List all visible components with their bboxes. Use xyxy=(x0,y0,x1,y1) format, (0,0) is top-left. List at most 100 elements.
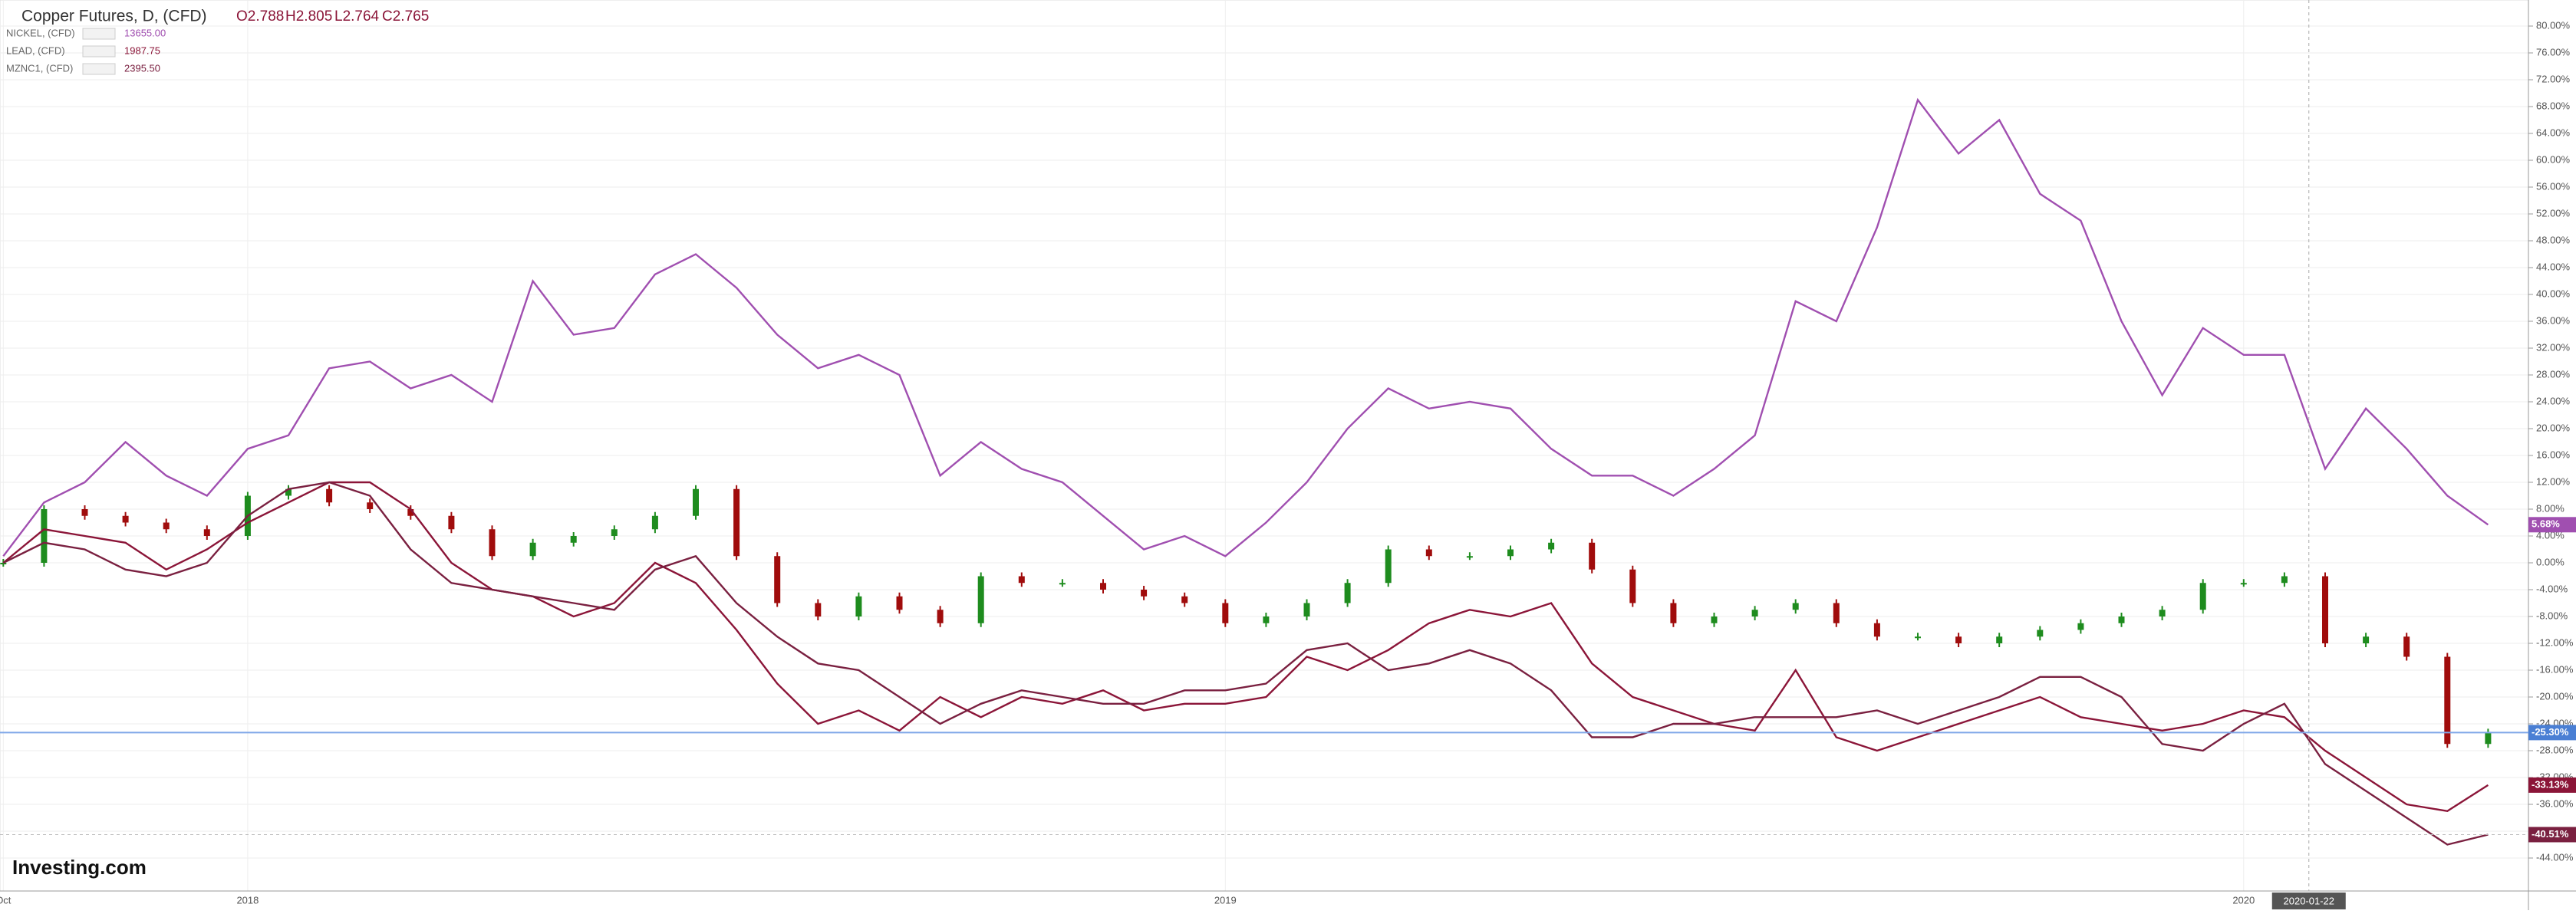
watermark: Investing.com xyxy=(12,856,147,879)
legend-buttons xyxy=(82,45,116,58)
y-tick-label: 64.00% xyxy=(2536,127,2571,138)
x-tick-label: 2018 xyxy=(236,894,259,906)
last-value-bg xyxy=(2528,517,2576,533)
marks xyxy=(0,97,2492,846)
candle xyxy=(1833,603,1840,623)
y-tick-label: 12.00% xyxy=(2536,475,2571,487)
candle xyxy=(203,529,210,536)
y-tick-label: -8.00% xyxy=(2536,610,2568,621)
candle xyxy=(2159,610,2166,616)
candle xyxy=(448,515,455,530)
candle xyxy=(1955,636,1962,643)
ohlc-open: O2.788 xyxy=(236,8,284,25)
candle xyxy=(1996,636,2003,643)
candle xyxy=(2281,576,2288,584)
plot-area xyxy=(0,0,2529,892)
candle xyxy=(937,610,944,623)
legend-price: 13655.00 xyxy=(124,27,166,38)
candle xyxy=(1629,569,1636,603)
candle xyxy=(2363,636,2370,643)
series-line xyxy=(2,481,2489,846)
candle xyxy=(977,576,984,623)
candle xyxy=(1018,576,1025,584)
candle xyxy=(1181,596,1188,603)
candle xyxy=(0,563,7,564)
y-tick-label: 72.00% xyxy=(2536,73,2571,84)
candle xyxy=(1751,610,1758,616)
y-tick-label: 16.00% xyxy=(2536,449,2571,460)
y-tick-label: -4.00% xyxy=(2536,583,2568,594)
candle xyxy=(611,529,618,536)
candle xyxy=(2037,630,2044,637)
y-tick-label: 48.00% xyxy=(2536,234,2571,245)
y-tick-label: 44.00% xyxy=(2536,261,2571,272)
x-tick-label: 2020 xyxy=(2232,894,2255,906)
y-tick-label: 80.00% xyxy=(2536,19,2571,31)
candle xyxy=(2077,623,2084,630)
crosshair-label-bg xyxy=(2271,893,2346,909)
chart-title: Copper Futures, D, (CFD) xyxy=(21,8,207,25)
candle xyxy=(2240,583,2247,585)
ohlc-close: C2.765 xyxy=(382,8,429,25)
last-value-label: -40.51% xyxy=(2532,828,2569,840)
legend-buttons xyxy=(82,28,116,40)
y-tick-label: -36.00% xyxy=(2536,797,2574,809)
grid xyxy=(0,0,2528,891)
candle xyxy=(1303,603,1310,616)
y-tick-label: 32.00% xyxy=(2536,341,2571,353)
y-tick-label: 68.00% xyxy=(2536,100,2571,111)
candle xyxy=(1670,603,1677,623)
last-value-bg xyxy=(2528,725,2576,741)
candle xyxy=(1915,636,1921,639)
y-tick-label: 20.00% xyxy=(2536,422,2571,433)
legend-entry: MZNC1, (CFD) xyxy=(6,62,73,74)
candle xyxy=(1507,549,1514,557)
last-value-label: -25.30% xyxy=(2532,726,2569,738)
last-value-bg xyxy=(2528,777,2576,793)
candle xyxy=(855,596,862,616)
candle xyxy=(2199,583,2206,610)
y-tick-label: -12.00% xyxy=(2536,636,2574,648)
y-tick-label: -16.00% xyxy=(2536,663,2574,675)
candle xyxy=(41,509,48,563)
y-tick-label: -44.00% xyxy=(2536,851,2574,863)
candle xyxy=(733,488,740,557)
last-value-label: 5.68% xyxy=(2532,518,2560,530)
candle xyxy=(1222,603,1229,623)
candle xyxy=(163,522,170,530)
candle xyxy=(1873,623,1880,637)
candle xyxy=(81,509,88,516)
candle xyxy=(2322,576,2328,643)
candle xyxy=(529,542,536,557)
candle xyxy=(1792,603,1799,610)
candle xyxy=(1589,542,1596,570)
legend-entry: LEAD, (CFD) xyxy=(6,44,65,56)
series-line xyxy=(2,97,2489,557)
candle xyxy=(1059,583,1066,585)
candle xyxy=(774,556,781,603)
y-tick-label: 56.00% xyxy=(2536,180,2571,192)
y-tick-label: 36.00% xyxy=(2536,314,2571,326)
y-tick-label: 76.00% xyxy=(2536,46,2571,58)
candle xyxy=(1548,542,1555,550)
candle xyxy=(2444,656,2451,745)
legend-price: 1987.75 xyxy=(124,44,160,56)
x-tick-label: 2019 xyxy=(1214,894,1237,906)
candle xyxy=(122,515,129,523)
legend-buttons xyxy=(82,63,116,75)
candle xyxy=(815,603,822,616)
candle xyxy=(1263,616,1270,623)
y-tick-label: 28.00% xyxy=(2536,368,2571,380)
y-tick-label: -20.00% xyxy=(2536,690,2574,702)
candle xyxy=(2403,636,2410,657)
candle xyxy=(1711,616,1718,623)
crosshair-label: 2020-01-22 xyxy=(2284,895,2335,906)
candle xyxy=(651,515,658,530)
y-tick-label: -28.00% xyxy=(2536,744,2574,755)
ohlc-low: L2.764 xyxy=(334,8,380,25)
last-value-label: -33.13% xyxy=(2532,778,2569,790)
y-tick-label: 40.00% xyxy=(2536,288,2571,299)
candle xyxy=(2485,732,2492,745)
y-tick-label: 0.00% xyxy=(2536,556,2564,567)
